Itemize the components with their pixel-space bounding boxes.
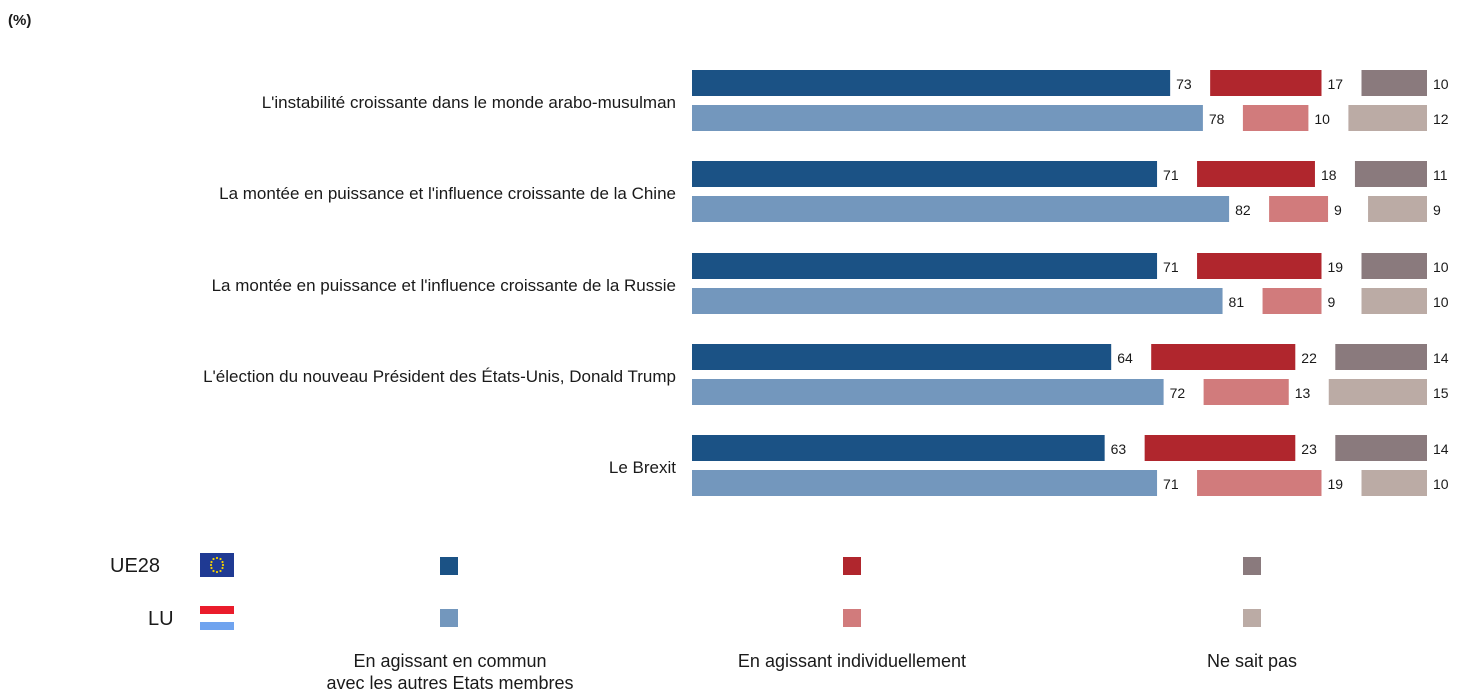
lu-flag-icon [200, 606, 234, 630]
data-label: 9 [1328, 294, 1336, 310]
data-label: 18 [1321, 167, 1337, 183]
legend-swatch-lu-common [440, 609, 458, 627]
bar-ue28-s0 [692, 161, 1158, 187]
bar-lu-s2 [1328, 379, 1427, 405]
data-label: 72 [1170, 385, 1186, 401]
bar-ue28-s1 [1197, 161, 1315, 187]
legend-row-lu-label: LU [148, 608, 174, 630]
bar-lu-s0 [692, 288, 1223, 314]
data-label: 23 [1301, 441, 1317, 457]
legend-row-ue28-label: UE28 [110, 555, 161, 577]
data-label: 14 [1433, 441, 1449, 457]
legend-label-individual: En agissant individuellement [737, 651, 967, 671]
bar-ue28-s0 [692, 435, 1105, 461]
data-label: 10 [1433, 259, 1449, 275]
data-label: 63 [1111, 441, 1127, 457]
data-label: 71 [1163, 259, 1179, 275]
bar-lu-s0 [692, 470, 1158, 496]
legend-swatch-eu-individual [843, 557, 861, 575]
legend-swatch-eu-common [440, 557, 458, 575]
data-label: 12 [1433, 111, 1449, 127]
data-label: 10 [1433, 294, 1449, 310]
bar-lu-s1 [1203, 379, 1289, 405]
bar-lu-s0 [692, 105, 1203, 131]
bar-lu-s2 [1361, 288, 1427, 314]
bar-ue28-s1 [1151, 344, 1296, 370]
bar-lu-s2 [1361, 470, 1427, 496]
legend-label-dk: Ne sait pas [1206, 651, 1298, 671]
bar-lu-s1 [1269, 196, 1329, 222]
data-label: 9 [1433, 202, 1441, 218]
bar-lu-s1 [1197, 470, 1322, 496]
data-label: 15 [1433, 385, 1449, 401]
legend-label-common: En agissant en commun avec les autres Et… [326, 651, 574, 693]
stacked-bar-chart: L'instabilité croissante dans le monde a… [203, 70, 1449, 496]
bar-lu-s2 [1368, 196, 1427, 222]
bar-ue28-s2 [1361, 253, 1427, 279]
unit-label: (%) [8, 12, 32, 29]
bar-ue28-s0 [692, 253, 1158, 279]
data-label: 81 [1229, 294, 1245, 310]
legend-swatch-lu-dk [1243, 609, 1261, 627]
bar-lu-s0 [692, 379, 1164, 405]
data-label: 19 [1328, 476, 1344, 492]
data-label: 17 [1328, 76, 1344, 92]
bar-ue28-s0 [692, 344, 1112, 370]
bar-lu-s2 [1348, 105, 1427, 131]
data-label: 19 [1328, 259, 1344, 275]
category-label: L'instabilité croissante dans le monde a… [262, 93, 676, 112]
bar-lu-s0 [692, 196, 1230, 222]
data-label: 14 [1433, 350, 1449, 366]
bar-ue28-s0 [692, 70, 1171, 96]
data-label: 73 [1176, 76, 1192, 92]
data-label: 11 [1433, 167, 1448, 183]
legend-swatch-lu-individual [843, 609, 861, 627]
bar-lu-s1 [1242, 105, 1309, 131]
category-label: L'élection du nouveau Président des État… [203, 367, 676, 386]
data-label: 22 [1301, 350, 1317, 366]
bar-ue28-s1 [1144, 435, 1296, 461]
data-label: 82 [1235, 202, 1251, 218]
data-label: 64 [1117, 350, 1133, 366]
bar-ue28-s1 [1197, 253, 1322, 279]
data-label: 10 [1433, 476, 1449, 492]
data-label: 78 [1209, 111, 1225, 127]
bar-ue28-s2 [1354, 161, 1427, 187]
data-label: 13 [1295, 385, 1311, 401]
eu-flag-icon [200, 553, 234, 577]
bar-ue28-s2 [1335, 344, 1427, 370]
data-label: 9 [1334, 202, 1342, 218]
data-label: 71 [1163, 167, 1179, 183]
bar-lu-s1 [1262, 288, 1322, 314]
category-label: La montée en puissance et l'influence cr… [212, 276, 676, 295]
data-label: 10 [1433, 76, 1449, 92]
category-label: Le Brexit [609, 458, 676, 477]
data-label: 71 [1163, 476, 1179, 492]
bar-ue28-s2 [1361, 70, 1427, 96]
bar-ue28-s1 [1210, 70, 1322, 96]
data-label: 10 [1314, 111, 1330, 127]
bar-ue28-s2 [1335, 435, 1427, 461]
legend-swatch-eu-dk [1243, 557, 1261, 575]
category-label: La montée en puissance et l'influence cr… [219, 184, 676, 203]
